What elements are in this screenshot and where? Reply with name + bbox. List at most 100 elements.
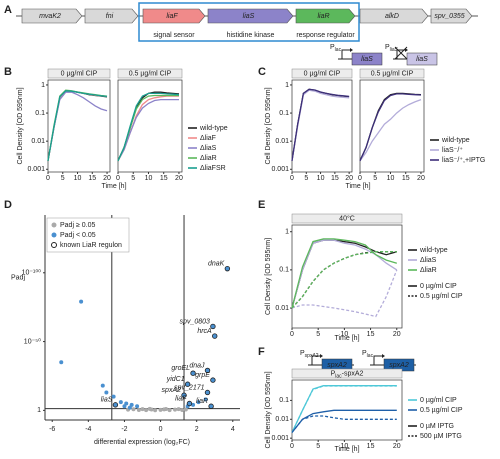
series-line xyxy=(47,90,108,161)
regulon-point xyxy=(190,370,196,376)
panel-label: C xyxy=(258,66,266,78)
point xyxy=(122,404,127,409)
series-line xyxy=(291,238,397,309)
x-tick-label: 20 xyxy=(175,175,183,182)
legend-label: liaS⁻/⁺,+IPTG xyxy=(442,157,485,164)
y-tick-label: 0.01 xyxy=(31,138,45,145)
annotation: hrcA xyxy=(197,328,212,335)
text-sub: liaS xyxy=(390,47,399,53)
strip xyxy=(47,68,111,79)
y-tick-label: 0.1 xyxy=(35,110,45,117)
x-tick-label: 10 xyxy=(317,175,325,182)
point xyxy=(136,407,141,412)
series-line xyxy=(117,92,180,162)
regulon-point xyxy=(224,265,231,272)
x-tick-label: 0 xyxy=(290,331,294,338)
legend-label: ΔliaS xyxy=(420,257,437,264)
legend-label: liaS⁻/⁺ xyxy=(442,147,463,154)
plot-frame xyxy=(291,379,403,441)
regulon-point xyxy=(212,333,218,339)
strip xyxy=(359,68,425,79)
x-tick-label: 20 xyxy=(417,175,425,182)
text-sub: lac xyxy=(367,353,374,359)
text-main: P xyxy=(331,370,336,377)
promoter-arrow xyxy=(396,49,405,59)
series-line xyxy=(359,98,422,162)
x-tick-label: 10 xyxy=(74,175,82,182)
gene-arrow xyxy=(295,8,356,24)
legend-label: 0.5 µg/ml CIP xyxy=(420,293,463,300)
regulon-point xyxy=(210,323,216,330)
plot-frame xyxy=(359,79,425,173)
annotation: liaR xyxy=(196,398,208,405)
point xyxy=(153,408,158,413)
legend-box xyxy=(46,217,130,253)
x-tick-label: 5 xyxy=(316,443,320,450)
x-tick-label: -2 xyxy=(121,426,127,433)
regulon-point xyxy=(204,367,211,374)
gene-name: spxA2 xyxy=(327,362,347,369)
x-tick-label: 5 xyxy=(131,175,135,182)
annotation: grpE xyxy=(195,372,210,379)
plot-frame xyxy=(47,79,111,173)
legend-label: ΔliaF xyxy=(200,135,216,142)
point xyxy=(140,407,145,412)
y-tick-label: 1 xyxy=(41,82,45,89)
promoter-label: PliaS xyxy=(385,44,399,53)
series-line xyxy=(47,91,108,161)
panel-label: D xyxy=(4,199,12,211)
gene-name: alkD xyxy=(385,13,399,20)
x-tick-label: 15 xyxy=(88,175,96,182)
series-line xyxy=(47,90,108,161)
x-tick-label: 5 xyxy=(61,175,65,182)
legend-label: ΔliaFSR xyxy=(200,165,226,172)
promoter-label: Plac xyxy=(362,350,374,359)
x-axis-label: differential expression (log₂FC) xyxy=(94,439,190,446)
point xyxy=(176,407,181,412)
strip-title: 0.5 µg/ml CIP xyxy=(371,70,414,77)
y-tick-label: 0.1 xyxy=(279,110,289,117)
regulon-point xyxy=(204,389,211,396)
x-tick-label: 5 xyxy=(304,175,308,182)
panel-label: A xyxy=(4,4,12,16)
series-line xyxy=(117,95,179,162)
x-tick-label: 0 xyxy=(290,175,294,182)
y-tick-label: 0.01 xyxy=(275,416,289,423)
point xyxy=(158,407,163,412)
y-axis-label: Cell Density [OD 595nm] xyxy=(265,87,272,164)
point xyxy=(173,407,177,412)
x-tick-label: 15 xyxy=(402,175,410,182)
point xyxy=(135,404,140,409)
y-tick-label: 0.1 xyxy=(279,397,289,404)
legend-label: wild-type xyxy=(441,137,470,144)
x-tick-label: 15 xyxy=(367,443,375,450)
series-line xyxy=(117,91,180,162)
x-tick-label: 20 xyxy=(103,175,111,182)
y-tick-label: 0.001 xyxy=(271,166,289,173)
series-line xyxy=(291,88,350,161)
regulon-point xyxy=(181,392,187,398)
y-tick-label: 0.001 xyxy=(271,435,289,442)
x-tick-label: 0 xyxy=(159,426,163,433)
x-tick-label: 15 xyxy=(331,175,339,182)
promoter-arrow xyxy=(311,355,320,365)
x-tick-label: 20 xyxy=(345,175,353,182)
series-line xyxy=(117,94,179,162)
point xyxy=(100,383,105,388)
text-sub: lac xyxy=(335,374,342,380)
y-tick-label: 1 xyxy=(37,407,41,414)
strip-title: 0.5 µg/ml CIP xyxy=(129,70,172,77)
plot-frame xyxy=(291,224,403,329)
x-tick-label: 0 xyxy=(46,175,50,182)
point xyxy=(131,407,136,412)
gene-name: liaS xyxy=(416,56,428,63)
annotation: dnaK xyxy=(208,261,225,268)
gene-box xyxy=(351,52,383,66)
arrow-head xyxy=(350,48,353,52)
promoter-label: PspxA2 xyxy=(300,350,319,359)
y-axis-label: Cell Density [OD 595nm] xyxy=(265,371,272,448)
x-tick-label: 0 xyxy=(358,175,362,182)
y-axis-label: Cell Density [OD 595nm] xyxy=(265,238,272,315)
annotation: dnaJ xyxy=(189,362,205,369)
